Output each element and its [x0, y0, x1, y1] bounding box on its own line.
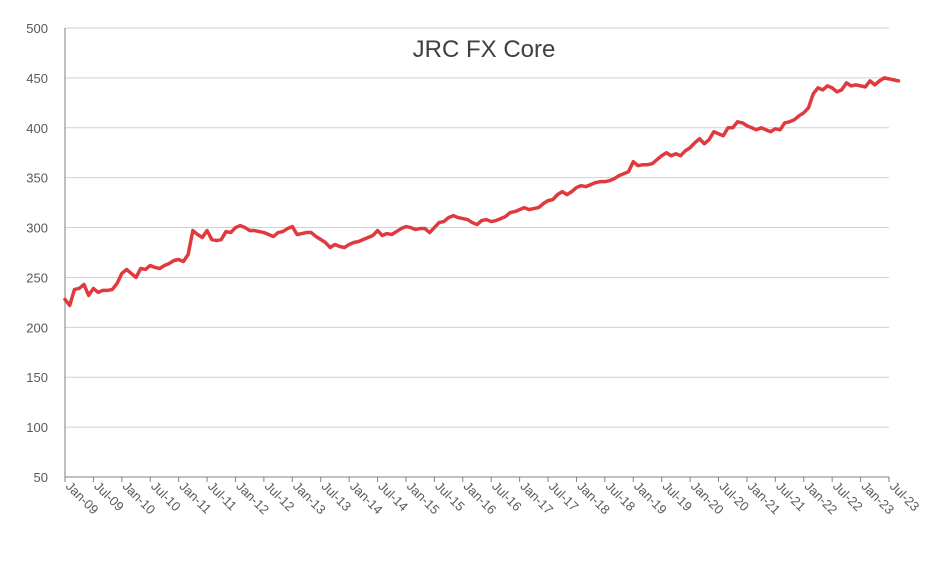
y-tick-label: 500 [26, 21, 48, 36]
x-tick-labels: Jan-09Jul-09Jan-10Jul-10Jan-11Jul-11Jan-… [63, 479, 923, 518]
y-tick-label: 100 [26, 420, 48, 435]
gridlines [65, 27, 889, 428]
y-tick-label: 150 [26, 370, 48, 385]
y-tick-label: 200 [26, 320, 48, 335]
y-tick-label: 450 [26, 71, 48, 86]
series-line [63, 76, 901, 308]
y-tick-label: 350 [26, 171, 48, 186]
y-tick-labels: 50 100 150 200 250 300 350 400 450 500 [26, 21, 48, 485]
y-tick-label: 400 [26, 121, 48, 136]
y-tick-label: 250 [26, 270, 48, 285]
axes [64, 28, 890, 482]
y-tick-label: 50 [34, 470, 48, 485]
y-tick-label: 300 [26, 221, 48, 236]
chart-title: JRC FX Core [413, 36, 556, 63]
